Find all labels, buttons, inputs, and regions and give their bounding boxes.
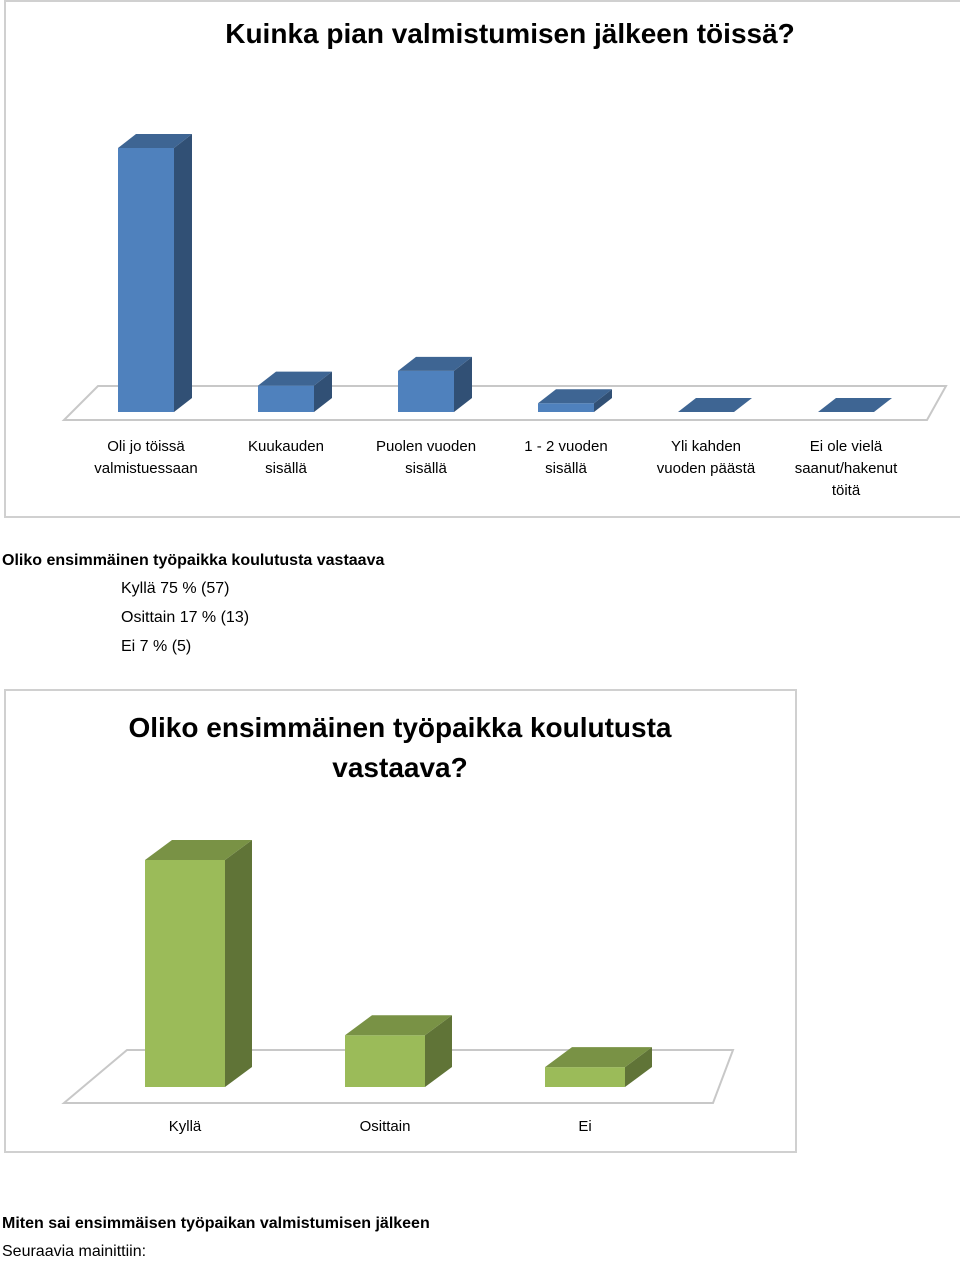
category-label: 1 - 2 vuoden sisällä	[496, 436, 636, 480]
category-label: Osittain	[315, 1116, 455, 1138]
footer-heading: Miten sai ensimmäisen työpaikan valmistu…	[2, 1215, 430, 1232]
category-label-line: Puolen vuoden	[375, 438, 477, 455]
bar-side	[225, 840, 252, 1087]
category-label-line: Yli kahden	[670, 438, 742, 455]
bar-front	[545, 1067, 625, 1087]
bar-top	[398, 356, 472, 371]
bar-front	[345, 1035, 425, 1087]
category-label: Puolen vuoden sisällä	[356, 436, 496, 480]
category-label-line: Ei ole vielä	[809, 438, 883, 455]
category-label-line: sisällä	[405, 460, 447, 477]
bar-front	[258, 385, 314, 412]
category-label: Oli jo töissä valmistuessaan	[76, 436, 216, 480]
category-label-line: Ei	[578, 1118, 592, 1135]
bar-side	[314, 371, 332, 412]
category-label-line: Oli jo töissä	[107, 438, 185, 455]
bar-top	[145, 840, 252, 860]
bar-top	[545, 1047, 652, 1068]
bar-front	[118, 148, 174, 412]
category-label: Yli kahden vuoden päästä	[636, 436, 776, 480]
footer-subtext: Seuraavia mainittiin:	[2, 1243, 147, 1260]
category-label: Kuukauden sisällä	[216, 436, 356, 480]
category-label-line: Kuukauden	[248, 438, 324, 455]
bar-side	[625, 1047, 652, 1087]
category-label: Kyllä	[115, 1116, 255, 1138]
chart-timing-plot	[61, 134, 948, 421]
bar-front	[538, 403, 594, 412]
bar-side	[174, 134, 192, 412]
category-label-line: Kyllä	[168, 1118, 202, 1135]
summary-row-partly: Osittain 17 % (13)	[121, 609, 250, 626]
category-label-line: töitä	[831, 482, 861, 499]
bar-top	[678, 398, 752, 412]
category-label-line: saanut/hakenut	[794, 460, 898, 477]
bar-front	[398, 370, 454, 412]
section-heading: Oliko ensimmäinen työpaikka koulutusta v…	[2, 552, 385, 569]
category-label: Ei ole vielä saanut/hakenut töitä	[776, 436, 916, 502]
category-label: Ei	[515, 1116, 655, 1138]
category-label-line: Osittain	[359, 1118, 411, 1135]
bar-top	[118, 134, 192, 148]
summary-row-no: Ei 7 % (5)	[121, 638, 192, 655]
category-label-line: valmistuessaan	[94, 460, 198, 477]
bar-side	[594, 389, 612, 412]
category-label-line: vuoden päästä	[656, 460, 756, 477]
bar-top	[538, 389, 612, 404]
bar-top	[818, 398, 892, 412]
bar-front	[145, 860, 225, 1087]
category-label-line: 1 - 2 vuoden	[524, 438, 608, 455]
bar-side	[454, 356, 472, 412]
bar-side	[425, 1015, 452, 1087]
bar-top	[258, 371, 332, 386]
category-label-line: sisällä	[545, 460, 587, 477]
summary-row-yes: Kyllä 75 % (57)	[121, 580, 230, 597]
bar-top	[345, 1015, 452, 1036]
chart-title-match: Oliko ensimmäinen työpaikka koulutusta v…	[128, 712, 672, 783]
category-label-line: sisällä	[265, 460, 307, 477]
chart-title-timing: Kuinka pian valmistumisen jälkeen töissä…	[225, 18, 795, 49]
